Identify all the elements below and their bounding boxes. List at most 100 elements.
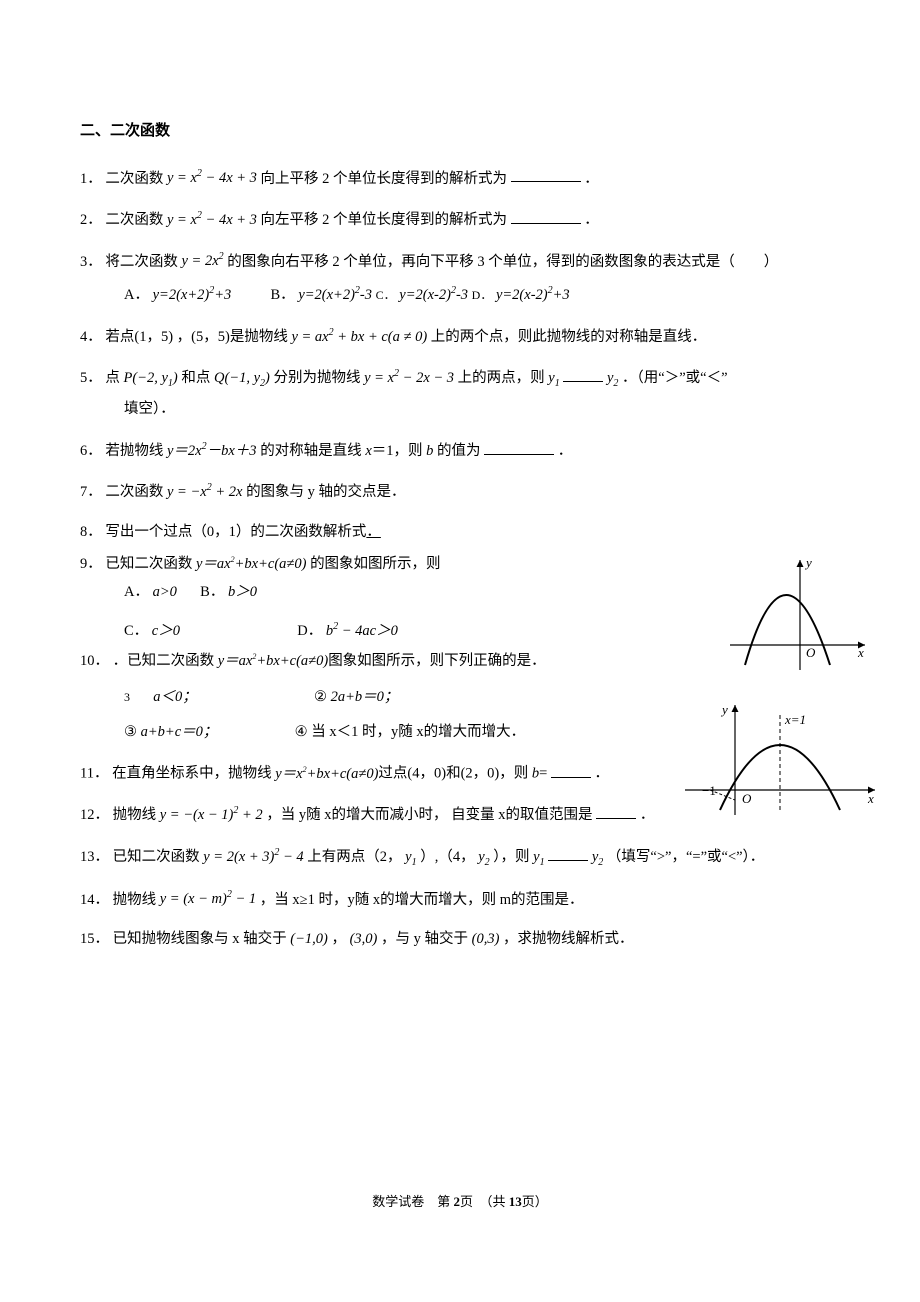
q3-B-label: B．: [271, 287, 295, 303]
q13-y2b: y2: [592, 849, 603, 865]
q14-expr: y = (x − m)2 − 1: [160, 891, 256, 907]
q1-expr: y = x2 − 4x + 3: [167, 170, 257, 186]
figure-q10: O x y x=1 −1: [680, 700, 880, 825]
page-footer: 数学试卷 第 2页 （共 13页）: [0, 1191, 920, 1210]
q14-text-b: ，当 x≥1 时，y随 x的增大而增大，则 m的范围是．: [260, 891, 584, 907]
q10-o1n: 3: [124, 690, 130, 704]
q13-num: 13．: [80, 849, 109, 865]
q13-text-a: 已知二次函数: [113, 849, 204, 865]
q14-num: 14．: [80, 891, 109, 907]
q5-text-a: 点: [105, 370, 123, 386]
q9-text: 已知二次函数 y＝ax2+bx+c(a≠0) 的图象如图所示，则: [105, 556, 440, 572]
q1-text-b: 向上平移 2 个单位长度得到的解析式为: [261, 170, 508, 186]
q4-text-b: 上的两个点，则此抛物线的对称轴是直线．: [431, 329, 707, 345]
q10-text: ．已知二次函数 y＝ax2+bx+c(a≠0)图象如图所示，则下列正确的是．: [113, 653, 546, 669]
q5-p2: Q(−1, y2): [214, 370, 270, 386]
q5-y2: y2: [607, 370, 618, 386]
section-title: 二、二次函数: [80, 120, 840, 143]
q13-text-c: ），则: [493, 849, 533, 865]
q6-blank: [484, 439, 554, 455]
svg-text:x: x: [867, 791, 874, 806]
q5-blank: [563, 367, 603, 383]
q3-B: y=2(x+2)2-3: [298, 287, 372, 303]
q12-num: 12．: [80, 807, 109, 823]
q3-D: y=2(x-2)2+3: [496, 287, 570, 303]
q2-text-a: 二次函数: [105, 212, 163, 228]
footer-c: 页）: [522, 1194, 548, 1209]
svg-text:y: y: [804, 555, 812, 570]
figure-q9: O x y: [720, 555, 870, 680]
q13-y2: y2: [478, 849, 489, 865]
q13-expr: y = 2(x + 3)2 − 4: [203, 849, 303, 865]
question-3: 3． 将二次函数 y = 2x2 的图象向右平移 2 个单位，再向下平移 3 个…: [80, 250, 840, 307]
q15-num: 15．: [80, 931, 109, 947]
q9-C: c＞0: [152, 623, 180, 639]
q5-text-b: 分别为抛物线: [274, 370, 361, 386]
q15-text-a: 已知抛物线图象与 x 轴交于: [113, 931, 287, 947]
q12-text-b: ，当 y随 x的增大而减小时， 自变量 x的取值范围是: [266, 807, 592, 823]
q2-expr: y = x2 − 4x + 3: [167, 212, 257, 228]
q11-blank: [551, 762, 591, 778]
q7-num: 7．: [80, 484, 102, 500]
q6-num: 6．: [80, 443, 102, 459]
q2-blank: [511, 208, 581, 224]
q6-tail: ．: [558, 443, 573, 459]
q15-mid: ，与 y 轴交于: [381, 931, 468, 947]
q4-expr: y = ax2 + bx + c(a ≠ 0): [291, 329, 427, 345]
q2-text-b: 向左平移 2 个单位长度得到的解析式为: [261, 212, 508, 228]
q4-text-a: 若点(1，5) ，(5，5)是抛物线: [105, 329, 287, 345]
q5-p1: P(−2, y1): [124, 370, 178, 386]
q5-num: 5．: [80, 370, 102, 386]
q12-text-a: 抛物线: [113, 807, 160, 823]
svg-text:O: O: [742, 791, 752, 806]
q5-y1: y1: [548, 370, 559, 386]
q15-p3: (0,3): [472, 931, 500, 947]
q10-num: 10．: [80, 653, 109, 669]
q3-A-label: A．: [124, 287, 149, 303]
q1-blank: [511, 167, 581, 183]
q10-o2n: ②: [314, 689, 327, 705]
q9-C-label: C．: [124, 623, 148, 639]
q3-num: 3．: [80, 253, 102, 269]
footer-a: 数学试卷 第: [372, 1194, 453, 1209]
q3-C: y=2(x-2)2-3: [399, 287, 468, 303]
question-8: 8． 写出一个过点（0，1）的二次函数解析式．: [80, 522, 840, 544]
svg-text:x: x: [857, 645, 864, 660]
svg-text:y: y: [720, 702, 728, 717]
question-2: 2． 二次函数 y = x2 − 4x + 3 向左平移 2 个单位长度得到的解…: [80, 208, 840, 232]
q10-o2: 2a+b＝0；: [331, 689, 399, 705]
question-4: 4． 若点(1，5) ，(5，5)是抛物线 y = ax2 + bx + c(a…: [80, 325, 840, 349]
q13-blank: [548, 845, 588, 861]
q2-num: 2．: [80, 212, 102, 228]
q9-D-label: D．: [297, 623, 322, 639]
q11-text: 在直角坐标系中，抛物线 y＝x2+bx+c(a≠0)过点(4，0)和(2，0)，…: [112, 766, 547, 782]
svg-text:x=1: x=1: [784, 712, 806, 727]
q3-options: A． y=2(x+2)2+3 B． y=2(x+2)2-3 C． y=2(x-2…: [124, 283, 840, 307]
q15-p1: (−1,0): [290, 931, 328, 947]
q5-line2: 填空）．: [124, 399, 840, 421]
q9-A: a>0: [153, 584, 177, 600]
q13-mid: ）,（4，: [420, 849, 474, 865]
q1-text-a: 二次函数: [105, 170, 163, 186]
q14-text-a: 抛物线: [113, 891, 160, 907]
q11-tail: ．: [595, 766, 610, 782]
q13-y1: y1: [405, 849, 416, 865]
q13-text-b: 上有两点（2，: [307, 849, 401, 865]
question-15: 15． 已知抛物线图象与 x 轴交于 (−1,0) ， (3,0) ，与 y 轴…: [80, 929, 840, 951]
q8-u: ．: [366, 524, 381, 540]
q5-tail: ．（用“＞”或“＜”: [622, 370, 728, 386]
q10-o4n: ④: [295, 724, 308, 740]
q9-B-label: B．: [200, 584, 224, 600]
q13-y1b: y1: [533, 849, 544, 865]
q10-o3n: ③: [124, 724, 137, 740]
q15-sep1: ，: [331, 931, 346, 947]
q12-expr: y = −(x − 1)2 + 2: [160, 807, 263, 823]
q13-tail: （填写“>”，“=”或“<”）．: [607, 849, 764, 865]
q5-mid: 和点: [181, 370, 210, 386]
q7-text-b: 的图象与 y 轴的交点是．: [246, 484, 406, 500]
question-7: 7． 二次函数 y = −x2 + 2x 的图象与 y 轴的交点是．: [80, 480, 840, 504]
svg-text:−1: −1: [702, 783, 716, 798]
svg-text:O: O: [806, 645, 816, 660]
q1-num: 1．: [80, 170, 102, 186]
q1-tail: ．: [584, 170, 599, 186]
